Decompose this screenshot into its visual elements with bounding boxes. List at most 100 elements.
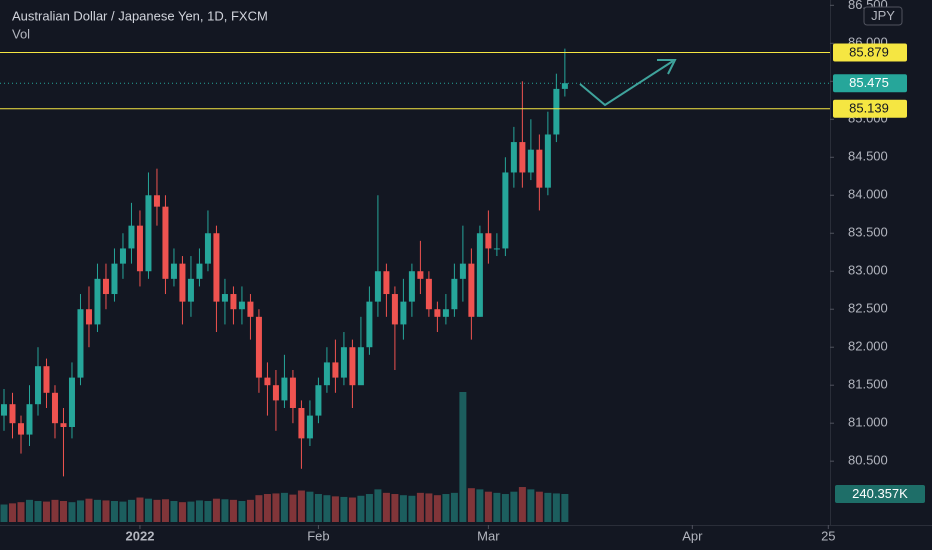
candle-body bbox=[179, 263, 186, 302]
volume-bar bbox=[399, 495, 407, 522]
y-tick-label: 81.500 bbox=[848, 377, 888, 392]
volume-bar bbox=[102, 500, 110, 522]
candle-body bbox=[213, 233, 220, 302]
volume-bar bbox=[391, 494, 399, 522]
candle-body bbox=[60, 423, 67, 427]
volume-bar bbox=[127, 499, 135, 522]
x-tick-label: Apr bbox=[682, 528, 703, 543]
volume-bar bbox=[408, 495, 416, 522]
candle-body bbox=[425, 278, 432, 310]
volume-bar bbox=[340, 496, 348, 522]
candle-body bbox=[485, 233, 492, 249]
volume-bar bbox=[178, 502, 186, 522]
volume-bar bbox=[289, 494, 297, 522]
candle-body bbox=[281, 377, 288, 401]
volume-bar bbox=[59, 501, 67, 522]
price-line-label-box bbox=[833, 99, 907, 118]
drawn-arrow bbox=[579, 60, 674, 107]
candle-body bbox=[119, 248, 126, 264]
candle-body bbox=[493, 248, 500, 250]
volume-bar bbox=[501, 494, 509, 522]
volume-bar bbox=[518, 487, 526, 522]
currency-button[interactable] bbox=[863, 6, 903, 26]
y-tick-label: 84.000 bbox=[848, 187, 888, 202]
candle-body bbox=[204, 233, 211, 264]
volume-bar bbox=[476, 489, 484, 522]
volume-bar bbox=[374, 489, 382, 522]
candle-layer bbox=[0, 48, 568, 477]
candle-body bbox=[221, 294, 228, 302]
candle-body bbox=[102, 278, 109, 295]
volume-bar bbox=[93, 499, 101, 522]
candle-body bbox=[408, 271, 415, 302]
price-line-label-box bbox=[833, 43, 907, 62]
y-tick-label: 80.500 bbox=[848, 453, 888, 468]
volume-bar bbox=[425, 493, 433, 522]
volume-bar bbox=[187, 501, 195, 522]
candle-body bbox=[561, 83, 568, 89]
candle-body bbox=[323, 362, 330, 386]
candle-body bbox=[26, 404, 33, 435]
currency-label[interactable]: JPY bbox=[871, 8, 895, 23]
candle-body bbox=[145, 195, 152, 272]
candle-body bbox=[374, 271, 381, 302]
x-tick-label: 2022 bbox=[126, 528, 155, 543]
candle-body bbox=[442, 309, 449, 317]
volume-bar bbox=[25, 499, 33, 522]
candle-body bbox=[357, 347, 364, 386]
candle-body bbox=[43, 366, 50, 393]
volume-bar bbox=[263, 494, 271, 522]
volume-bar bbox=[170, 501, 178, 522]
arrow-head bbox=[657, 59, 677, 75]
volume-bar bbox=[450, 492, 458, 522]
candle-body bbox=[519, 142, 526, 173]
volume-bar bbox=[17, 502, 25, 522]
candle-body bbox=[298, 407, 305, 439]
volume-bar bbox=[382, 492, 390, 522]
candle-body bbox=[434, 309, 441, 317]
last-price-label: 85.475 bbox=[849, 75, 889, 90]
volume-bar bbox=[153, 499, 161, 522]
volume-title: Vol bbox=[12, 26, 30, 41]
volume-bar bbox=[323, 495, 331, 522]
candle-body bbox=[77, 309, 84, 378]
candle-body bbox=[400, 301, 407, 325]
volume-bar bbox=[255, 495, 263, 522]
candle-body bbox=[9, 404, 16, 424]
volume-bar bbox=[110, 501, 118, 522]
chart-title: Australian Dollar / Japanese Yen, 1D, FX… bbox=[12, 8, 268, 23]
candle-body bbox=[306, 415, 313, 439]
candle-body bbox=[255, 316, 262, 378]
volume-bar bbox=[416, 492, 424, 522]
volume-bar bbox=[357, 495, 365, 522]
volume-bar bbox=[297, 490, 305, 522]
y-tick-label: 84.500 bbox=[848, 149, 888, 164]
volume-bar bbox=[0, 504, 8, 522]
volume-bar bbox=[8, 503, 16, 522]
candle-body bbox=[502, 172, 509, 249]
volume-bar bbox=[68, 502, 76, 522]
volume-bar bbox=[484, 491, 492, 522]
volume-bar bbox=[119, 501, 127, 522]
volume-bar bbox=[365, 494, 373, 522]
candle-body bbox=[187, 278, 194, 302]
candle-body bbox=[289, 377, 296, 408]
candle-body bbox=[459, 263, 466, 279]
candle-body bbox=[391, 294, 398, 325]
volume-bar bbox=[144, 498, 152, 522]
volume-bar bbox=[76, 500, 84, 522]
candle-body bbox=[527, 149, 534, 173]
x-tick-label: Mar bbox=[477, 528, 500, 543]
volume-bar bbox=[467, 488, 475, 522]
y-tick-label: 83.000 bbox=[848, 263, 888, 278]
candle-body bbox=[153, 195, 160, 207]
candle-body bbox=[196, 263, 203, 279]
candle-body bbox=[230, 294, 237, 310]
candle-body bbox=[128, 225, 135, 249]
candle-body bbox=[34, 366, 41, 405]
y-tick-label: 82.500 bbox=[848, 301, 888, 316]
candle-body bbox=[111, 263, 118, 295]
x-tick-label: Feb bbox=[307, 528, 329, 543]
candle-body bbox=[451, 278, 458, 310]
